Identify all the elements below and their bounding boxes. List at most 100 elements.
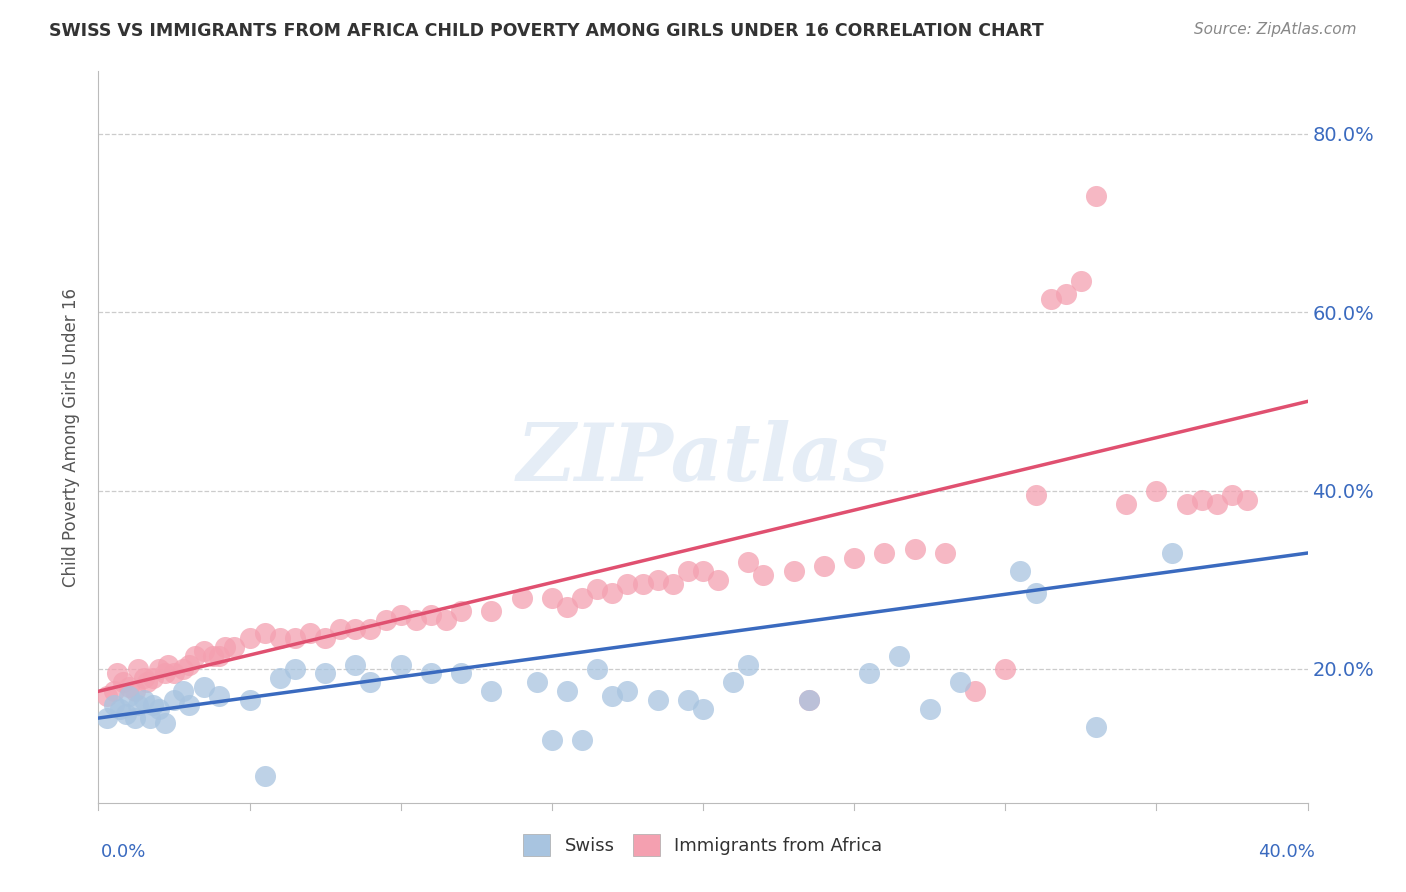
Point [918, 702, 941, 716]
Point [1236, 492, 1258, 507]
Point [103, 684, 125, 698]
Point [284, 631, 307, 645]
Point [723, 675, 745, 690]
Point [184, 648, 207, 663]
Point [108, 702, 131, 716]
Point [602, 586, 624, 600]
Point [616, 577, 638, 591]
Text: SWISS VS IMMIGRANTS FROM AFRICA CHILD POVERTY AMONG GIRLS UNDER 16 CORRELATION C: SWISS VS IMMIGRANTS FROM AFRICA CHILD PO… [49, 22, 1045, 40]
Text: 0.0%: 0.0% [101, 843, 146, 861]
Point [450, 604, 472, 618]
Point [1054, 287, 1077, 301]
Point [647, 573, 669, 587]
Point [163, 666, 186, 681]
Point [208, 648, 231, 663]
Point [193, 680, 215, 694]
Point [737, 657, 759, 672]
Point [571, 591, 593, 605]
Point [111, 675, 134, 690]
Point [873, 546, 896, 560]
Point [420, 608, 443, 623]
Point [602, 689, 624, 703]
Point [179, 698, 201, 712]
Point [555, 599, 578, 614]
Point [934, 546, 956, 560]
Point [616, 684, 638, 698]
Point [118, 689, 141, 703]
Point [374, 613, 396, 627]
Point [314, 666, 336, 681]
Point [124, 711, 146, 725]
Point [135, 675, 157, 690]
Point [153, 666, 176, 681]
Point [1024, 586, 1046, 600]
Point [661, 577, 683, 591]
Point [752, 568, 775, 582]
Point [142, 698, 165, 712]
Point [96, 689, 118, 703]
Point [163, 693, 186, 707]
Point [510, 591, 533, 605]
Point [96, 711, 118, 725]
Point [284, 662, 307, 676]
Point [420, 666, 443, 681]
Point [142, 671, 165, 685]
Point [114, 706, 136, 721]
Point [148, 662, 170, 676]
Point [360, 622, 382, 636]
Legend: Swiss, Immigrants from Africa: Swiss, Immigrants from Africa [516, 827, 890, 863]
Point [555, 684, 578, 698]
Point [239, 693, 262, 707]
Point [156, 657, 179, 672]
Point [481, 684, 503, 698]
Point [526, 675, 548, 690]
Point [797, 693, 820, 707]
Point [1085, 720, 1108, 734]
Point [118, 680, 141, 694]
Point [214, 640, 236, 654]
Point [314, 631, 336, 645]
Point [329, 622, 352, 636]
Point [1070, 274, 1092, 288]
Point [1175, 497, 1198, 511]
Point [450, 666, 472, 681]
Point [1206, 497, 1229, 511]
Point [434, 613, 457, 627]
Point [179, 657, 201, 672]
Point [253, 626, 276, 640]
Point [127, 662, 149, 676]
Text: 40.0%: 40.0% [1258, 843, 1315, 861]
Point [586, 582, 609, 596]
Point [571, 733, 593, 747]
Point [299, 626, 322, 640]
Point [253, 769, 276, 783]
Point [692, 564, 714, 578]
Point [139, 711, 162, 725]
Point [783, 564, 806, 578]
Point [586, 662, 609, 676]
Point [172, 662, 194, 676]
Point [360, 675, 382, 690]
Point [813, 559, 835, 574]
Point [889, 648, 911, 663]
Point [692, 702, 714, 716]
Point [844, 550, 866, 565]
Point [904, 541, 927, 556]
Point [105, 666, 128, 681]
Text: ZIPatlas: ZIPatlas [517, 420, 889, 498]
Point [344, 622, 367, 636]
Point [202, 648, 225, 663]
Point [132, 671, 155, 685]
Point [239, 631, 262, 645]
Point [1024, 488, 1046, 502]
Point [858, 666, 880, 681]
Point [965, 684, 987, 698]
Y-axis label: Child Poverty Among Girls Under 16: Child Poverty Among Girls Under 16 [62, 287, 80, 587]
Point [676, 693, 699, 707]
Point [389, 608, 412, 623]
Point [631, 577, 654, 591]
Point [1220, 488, 1243, 502]
Point [737, 555, 759, 569]
Point [540, 591, 562, 605]
Point [193, 644, 215, 658]
